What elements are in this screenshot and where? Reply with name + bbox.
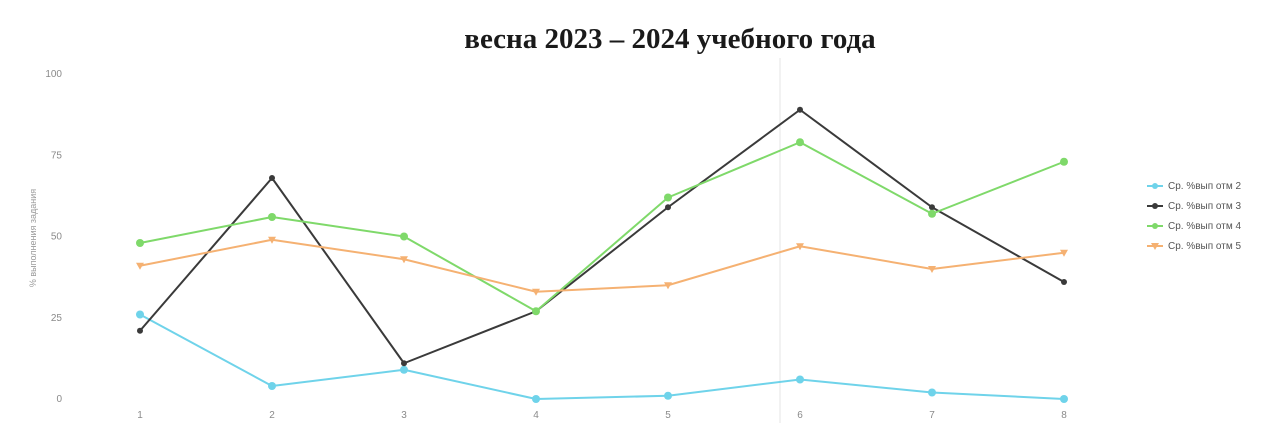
data-point	[137, 327, 143, 334]
legend-marker	[1152, 183, 1158, 189]
data-point	[664, 282, 672, 290]
y-axis-label: % выполнения задания	[28, 189, 38, 287]
data-point	[1060, 157, 1068, 166]
y-tick-label: 75	[51, 150, 63, 161]
x-tick-label: 7	[929, 410, 935, 421]
legend-marker	[1152, 203, 1158, 209]
data-point	[268, 382, 276, 390]
data-point	[269, 175, 275, 181]
data-point	[532, 395, 540, 403]
x-tick-label: 2	[269, 410, 275, 421]
y-tick-label: 100	[45, 69, 62, 80]
x-tick-label: 8	[1061, 410, 1067, 421]
series-line	[139, 108, 1065, 365]
legend: Ср. %вып отм 2 Ср. %вып отм 3 Ср. %вып отм…	[1147, 181, 1242, 252]
series-group	[136, 106, 1068, 403]
x-tick-label: 4	[533, 410, 539, 421]
x-tick-label: 1	[137, 410, 143, 421]
data-point	[136, 239, 144, 247]
x-tick-label: 6	[797, 410, 803, 421]
data-point	[796, 138, 804, 147]
series-line	[139, 313, 1065, 400]
y-axis-ticks: 0 25 50 75 100	[45, 69, 62, 405]
legend-marker	[1152, 223, 1158, 229]
legend-marker	[1151, 243, 1159, 250]
series-line	[139, 238, 1065, 293]
data-point	[928, 266, 936, 273]
series-line	[139, 141, 1065, 313]
data-point	[268, 213, 276, 221]
data-point	[1060, 249, 1068, 257]
x-axis-ticks: 1 2 3 4 5 6 7 8	[137, 410, 1067, 421]
data-point	[400, 232, 408, 241]
data-point	[796, 243, 804, 251]
data-point	[796, 375, 804, 384]
data-point	[929, 204, 935, 211]
data-point	[664, 391, 672, 400]
legend-label: Ср. %вып отм 3	[1168, 201, 1242, 212]
y-tick-label: 0	[56, 394, 62, 405]
data-point	[532, 307, 540, 316]
x-tick-label: 5	[665, 410, 671, 421]
data-point	[1061, 279, 1067, 285]
data-point	[268, 236, 276, 244]
legend-label: Ср. %вып отм 2	[1168, 181, 1242, 192]
data-point	[797, 106, 803, 113]
data-point	[400, 365, 408, 374]
y-tick-label: 50	[51, 232, 63, 243]
y-tick-label: 25	[51, 313, 63, 324]
data-point	[136, 262, 144, 270]
data-point	[664, 193, 672, 202]
data-point	[928, 388, 936, 397]
data-point	[532, 288, 540, 296]
chart-title: весна 2023 – 2024 учебного года	[464, 23, 876, 55]
legend-label: Ср. %вып отм 5	[1168, 241, 1242, 252]
data-point	[401, 360, 407, 367]
legend-label: Ср. %вып отм 4	[1168, 221, 1242, 232]
data-point	[1060, 395, 1068, 403]
data-point	[136, 310, 144, 319]
data-point	[928, 209, 936, 218]
data-point	[665, 204, 671, 211]
data-point	[400, 256, 408, 264]
x-tick-label: 3	[401, 410, 407, 421]
